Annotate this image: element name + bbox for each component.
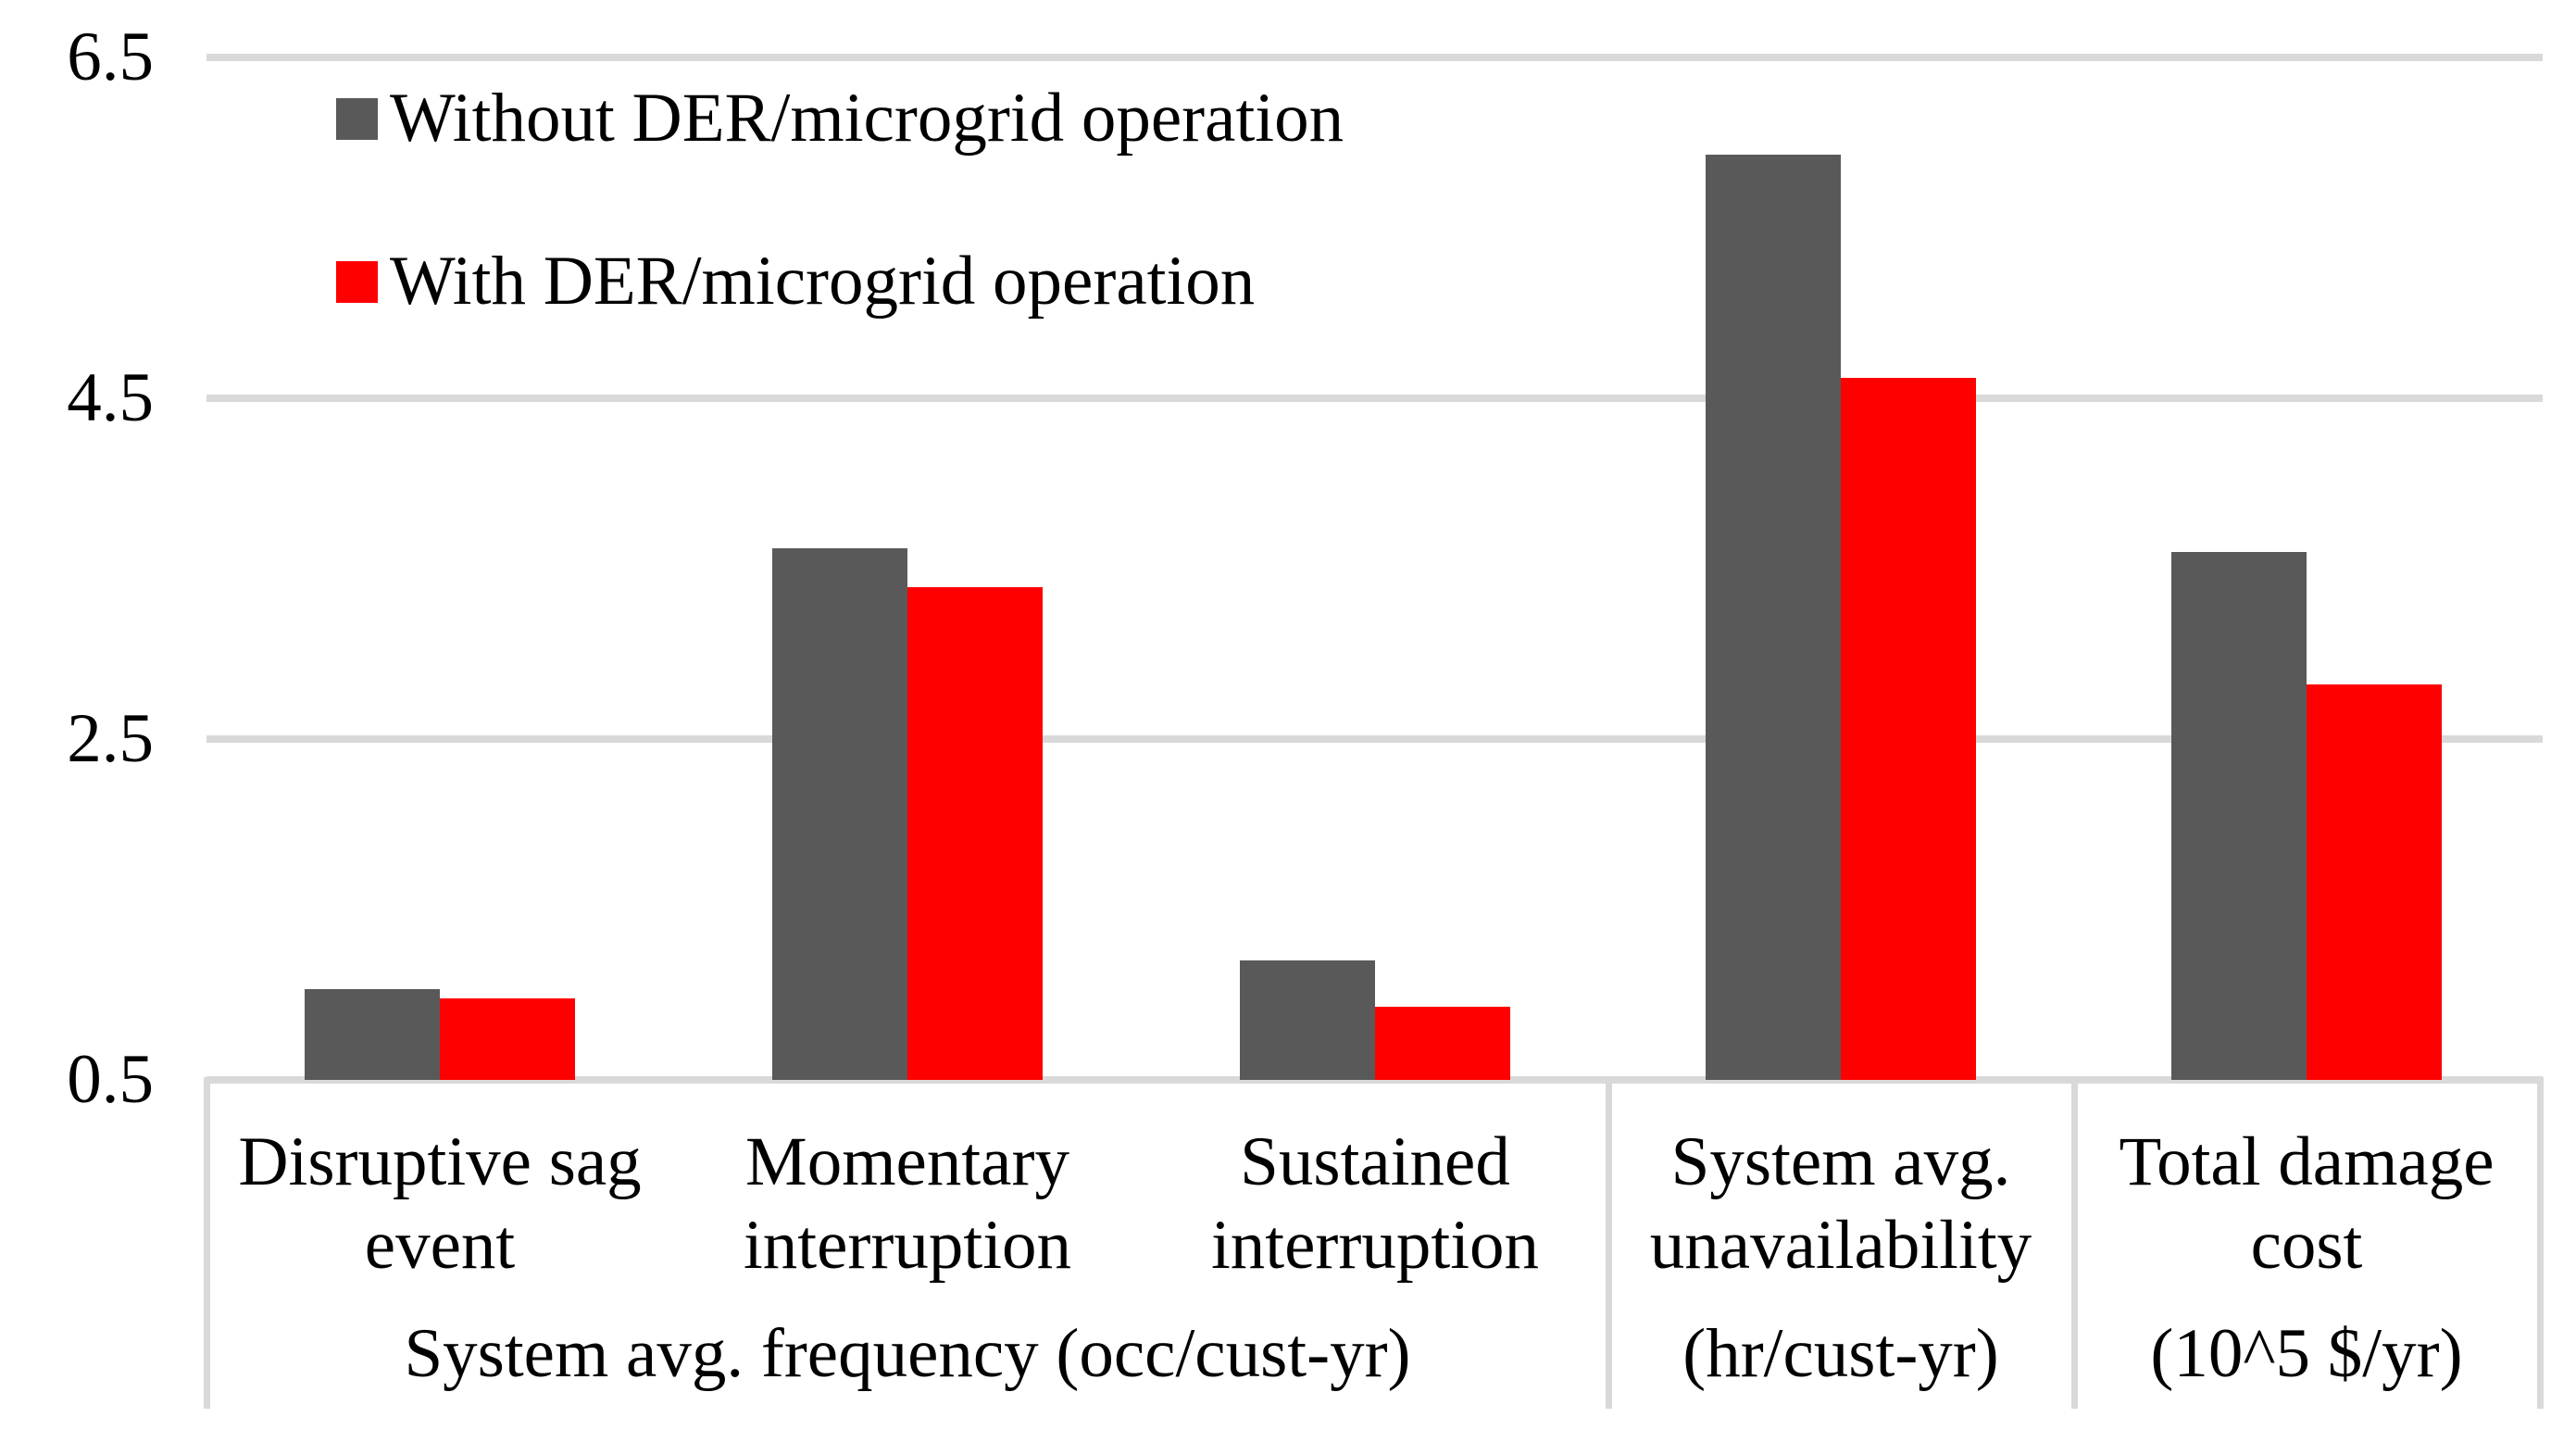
x-axis-line xyxy=(206,1076,2543,1084)
category-axis-divider xyxy=(204,1077,210,1409)
category-label: Momentary interruption xyxy=(743,1123,1072,1284)
legend-label-without-der: Without DER/microgrid operation xyxy=(390,80,1344,157)
bar-with-der xyxy=(2307,684,2442,1080)
legend-swatch-without-der-icon xyxy=(336,97,378,140)
axis-group-label: System avg. frequency (occ/cust-yr) xyxy=(404,1315,1411,1392)
category-label: Sustained interruption xyxy=(1210,1123,1540,1284)
bar-with-der xyxy=(1375,1006,1510,1080)
gridline xyxy=(206,54,2543,61)
legend-item-with-der: With DER/microgrid operation xyxy=(336,246,1255,317)
bar-with-der xyxy=(440,997,575,1080)
axis-group-label: (hr/cust-yr) xyxy=(1682,1315,1999,1392)
bar-with-der xyxy=(1841,377,1976,1080)
bar-without-der xyxy=(1706,154,1841,1080)
category-label: Disruptive sag event xyxy=(238,1123,642,1284)
legend-swatch-with-der-icon xyxy=(336,260,378,303)
bar-without-der xyxy=(2171,551,2307,1080)
gridline xyxy=(206,395,2543,402)
bar-without-der xyxy=(1240,960,1375,1080)
category-label: Total damage cost xyxy=(2119,1123,2495,1284)
legend-item-without-der: Without DER/microgrid operation xyxy=(336,83,1344,154)
category-label: System avg. unavailability xyxy=(1649,1123,2032,1284)
bar-without-der xyxy=(305,989,440,1080)
axis-group-label: (10^5 $/yr) xyxy=(2150,1315,2463,1392)
y-axis-tick-label: 0.5 xyxy=(67,1041,154,1118)
category-axis-divider xyxy=(1606,1077,1612,1409)
y-axis-tick-label: 2.5 xyxy=(67,700,154,777)
y-axis-tick-label: 6.5 xyxy=(67,19,154,95)
bar-with-der xyxy=(907,587,1043,1080)
category-axis-divider xyxy=(2071,1077,2078,1409)
y-axis-tick-label: 4.5 xyxy=(67,359,154,436)
legend-label-with-der: With DER/microgrid operation xyxy=(390,243,1256,320)
category-axis-divider xyxy=(2537,1077,2544,1409)
gridline xyxy=(206,735,2543,743)
bar-without-der xyxy=(772,547,907,1080)
